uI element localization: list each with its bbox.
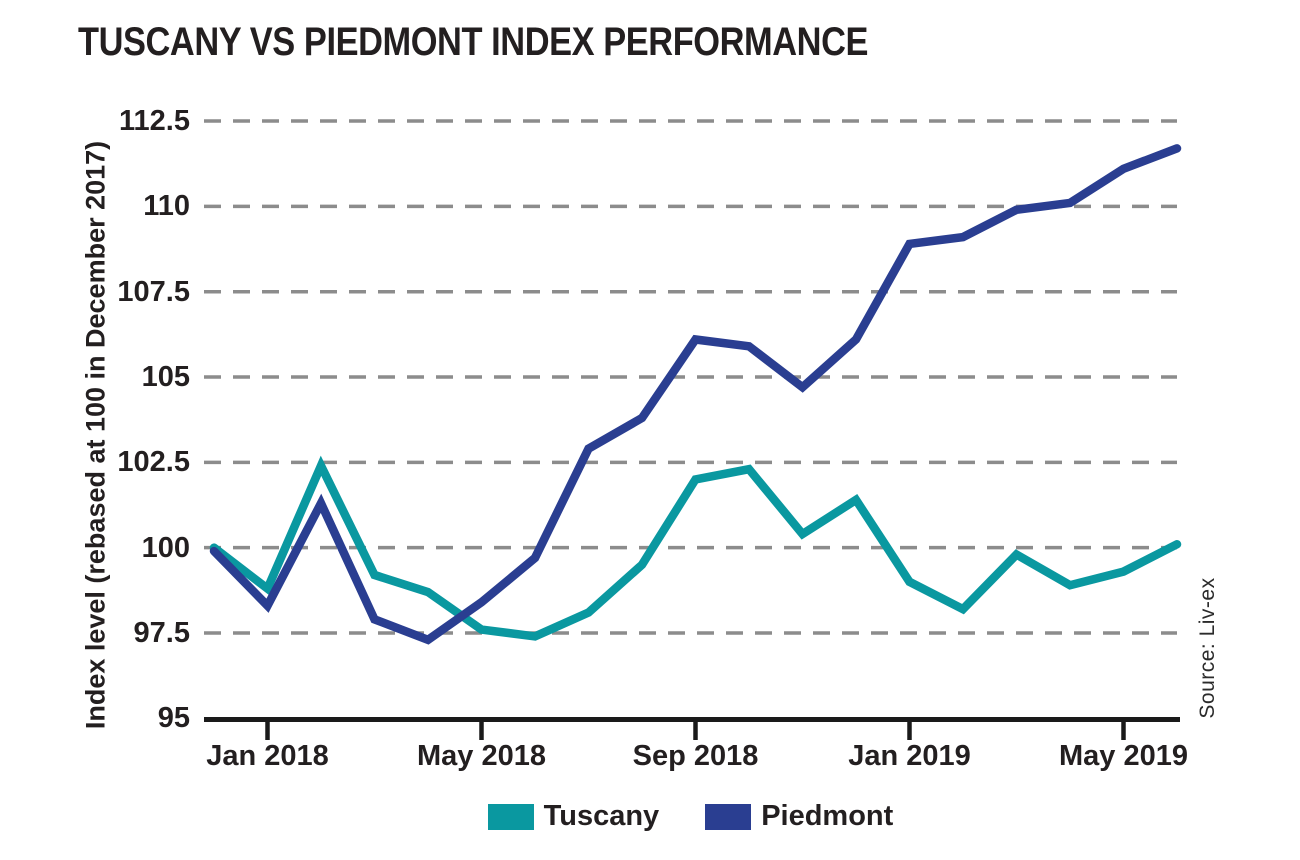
- y-tick-label-102.5: 102.5: [117, 446, 190, 479]
- x-tick-label-jan-2018: Jan 2018: [206, 740, 329, 772]
- piedmont-legend-label: Piedmont: [761, 800, 894, 832]
- y-tick-label-107.5: 107.5: [117, 275, 190, 308]
- x-tick-label-jan-2019: Jan 2019: [848, 740, 971, 772]
- piedmont-swatch: [705, 803, 752, 830]
- tuscany-legend-label: Tuscany: [543, 800, 660, 832]
- y-tick-label-112.5: 112.5: [119, 105, 190, 138]
- x-tick-label-sep-2018: Sep 2018: [632, 740, 759, 772]
- legend-item-piedmont: Piedmont: [705, 800, 893, 833]
- legend-item-tuscany: Tuscany: [487, 800, 660, 833]
- chart-title: TUSCANY VS PIEDMONT INDEX PERFORMANCE: [78, 20, 869, 64]
- y-tick-label-110: 110: [143, 190, 190, 223]
- x-tick-label-may-2018: May 2018: [417, 740, 546, 772]
- x-tick-label-may-2019: May 2019: [1059, 740, 1188, 772]
- y-tick-label-97.5: 97.5: [133, 617, 190, 649]
- y-tick-label-100: 100: [141, 531, 190, 564]
- source-credit: Source: Liv-ex: [1196, 577, 1219, 719]
- piedmont-line: [209, 144, 1182, 645]
- tuscany-line: [209, 455, 1182, 641]
- y-tick-label-95: 95: [157, 702, 190, 735]
- y-tick-label-105: 105: [141, 361, 190, 394]
- tuscany-swatch: [487, 803, 534, 830]
- legend: Tuscany Piedmont: [204, 800, 1177, 833]
